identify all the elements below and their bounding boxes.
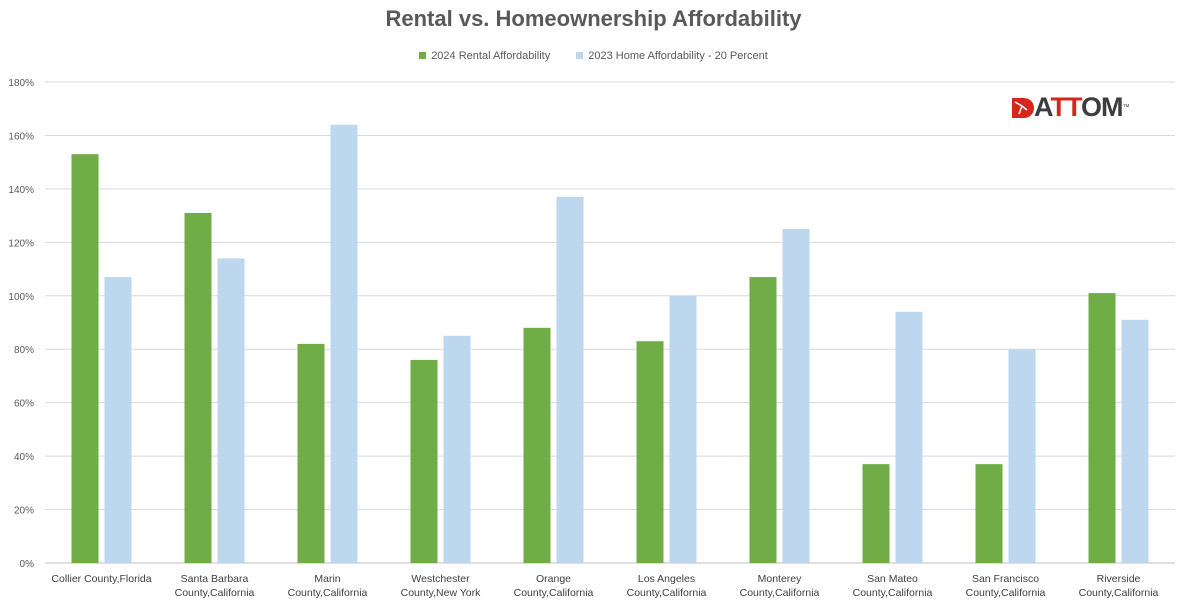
bar-home [217,258,245,563]
y-tick-label: 140% [8,185,34,196]
legend-item-rental: 2024 Rental Affordability [419,50,550,62]
y-tick-label: 100% [8,292,34,303]
bar-rental [1088,293,1116,563]
y-tick-label: 160% [8,131,34,142]
x-tick-label: County,California [627,587,707,599]
bar-home [556,196,584,563]
bar-home [1008,349,1036,563]
legend: 2024 Rental Affordability 2023 Home Affo… [0,50,1187,62]
legend-swatch [419,52,427,59]
bar-rental [297,343,325,563]
bar-rental [975,464,1003,563]
x-tick-label: Orange [536,573,571,585]
bar-rental [184,212,212,563]
x-tick-label: Santa Barbara [181,573,249,585]
bar-home [104,277,132,563]
bar-home [782,228,810,563]
legend-swatch [576,52,584,59]
y-tick-label: 60% [14,399,34,410]
x-tick-label: San Mateo [867,573,918,585]
x-tick-label: Westchester [411,573,470,585]
chart-title: Rental vs. Homeownership Affordability [385,6,802,31]
x-tick-label: Riverside [1097,573,1141,585]
x-tick-label: County,New York [401,587,482,599]
bar-home [330,124,358,563]
bar-home [443,335,471,563]
bar-rental [71,154,99,563]
legend-label: 2024 Rental Affordability [431,50,551,62]
bar-rental [410,359,438,563]
x-tick-label: Marin [314,573,340,585]
x-tick-label: County,California [853,587,933,599]
bar-home [1121,319,1149,563]
attom-logo-icon [1012,97,1034,118]
x-tick-label: County,California [966,587,1046,599]
x-tick-label: Los Angeles [638,573,695,585]
bar-rental [749,277,777,563]
bar-rental [862,464,890,563]
x-tick-label: County,California [288,587,368,599]
legend-label: 2023 Home Affordability - 20 Percent [588,50,768,62]
x-tick-label: County,California [175,587,255,599]
x-tick-label: San Francisco [972,573,1039,585]
y-tick-label: 120% [8,238,34,249]
bar-rental [636,341,664,563]
y-tick-label: 80% [14,345,34,356]
y-tick-label: 20% [14,506,34,517]
bar-rental [523,327,551,563]
bar-home [895,311,923,563]
bar-home [669,295,697,563]
x-tick-label: Collier County,Florida [51,573,151,585]
x-tick-label: County,California [740,587,820,599]
x-tick-label: County,California [1079,587,1159,599]
attom-logo: ATTOM ™ [1010,92,1130,123]
y-tick-label: 0% [20,559,35,570]
x-tick-label: Monterey [758,573,803,585]
y-tick-label: 180% [8,78,34,89]
x-tick-label: County,California [514,587,594,599]
legend-item-home: 2023 Home Affordability - 20 Percent [576,50,768,62]
y-tick-label: 40% [14,452,34,463]
